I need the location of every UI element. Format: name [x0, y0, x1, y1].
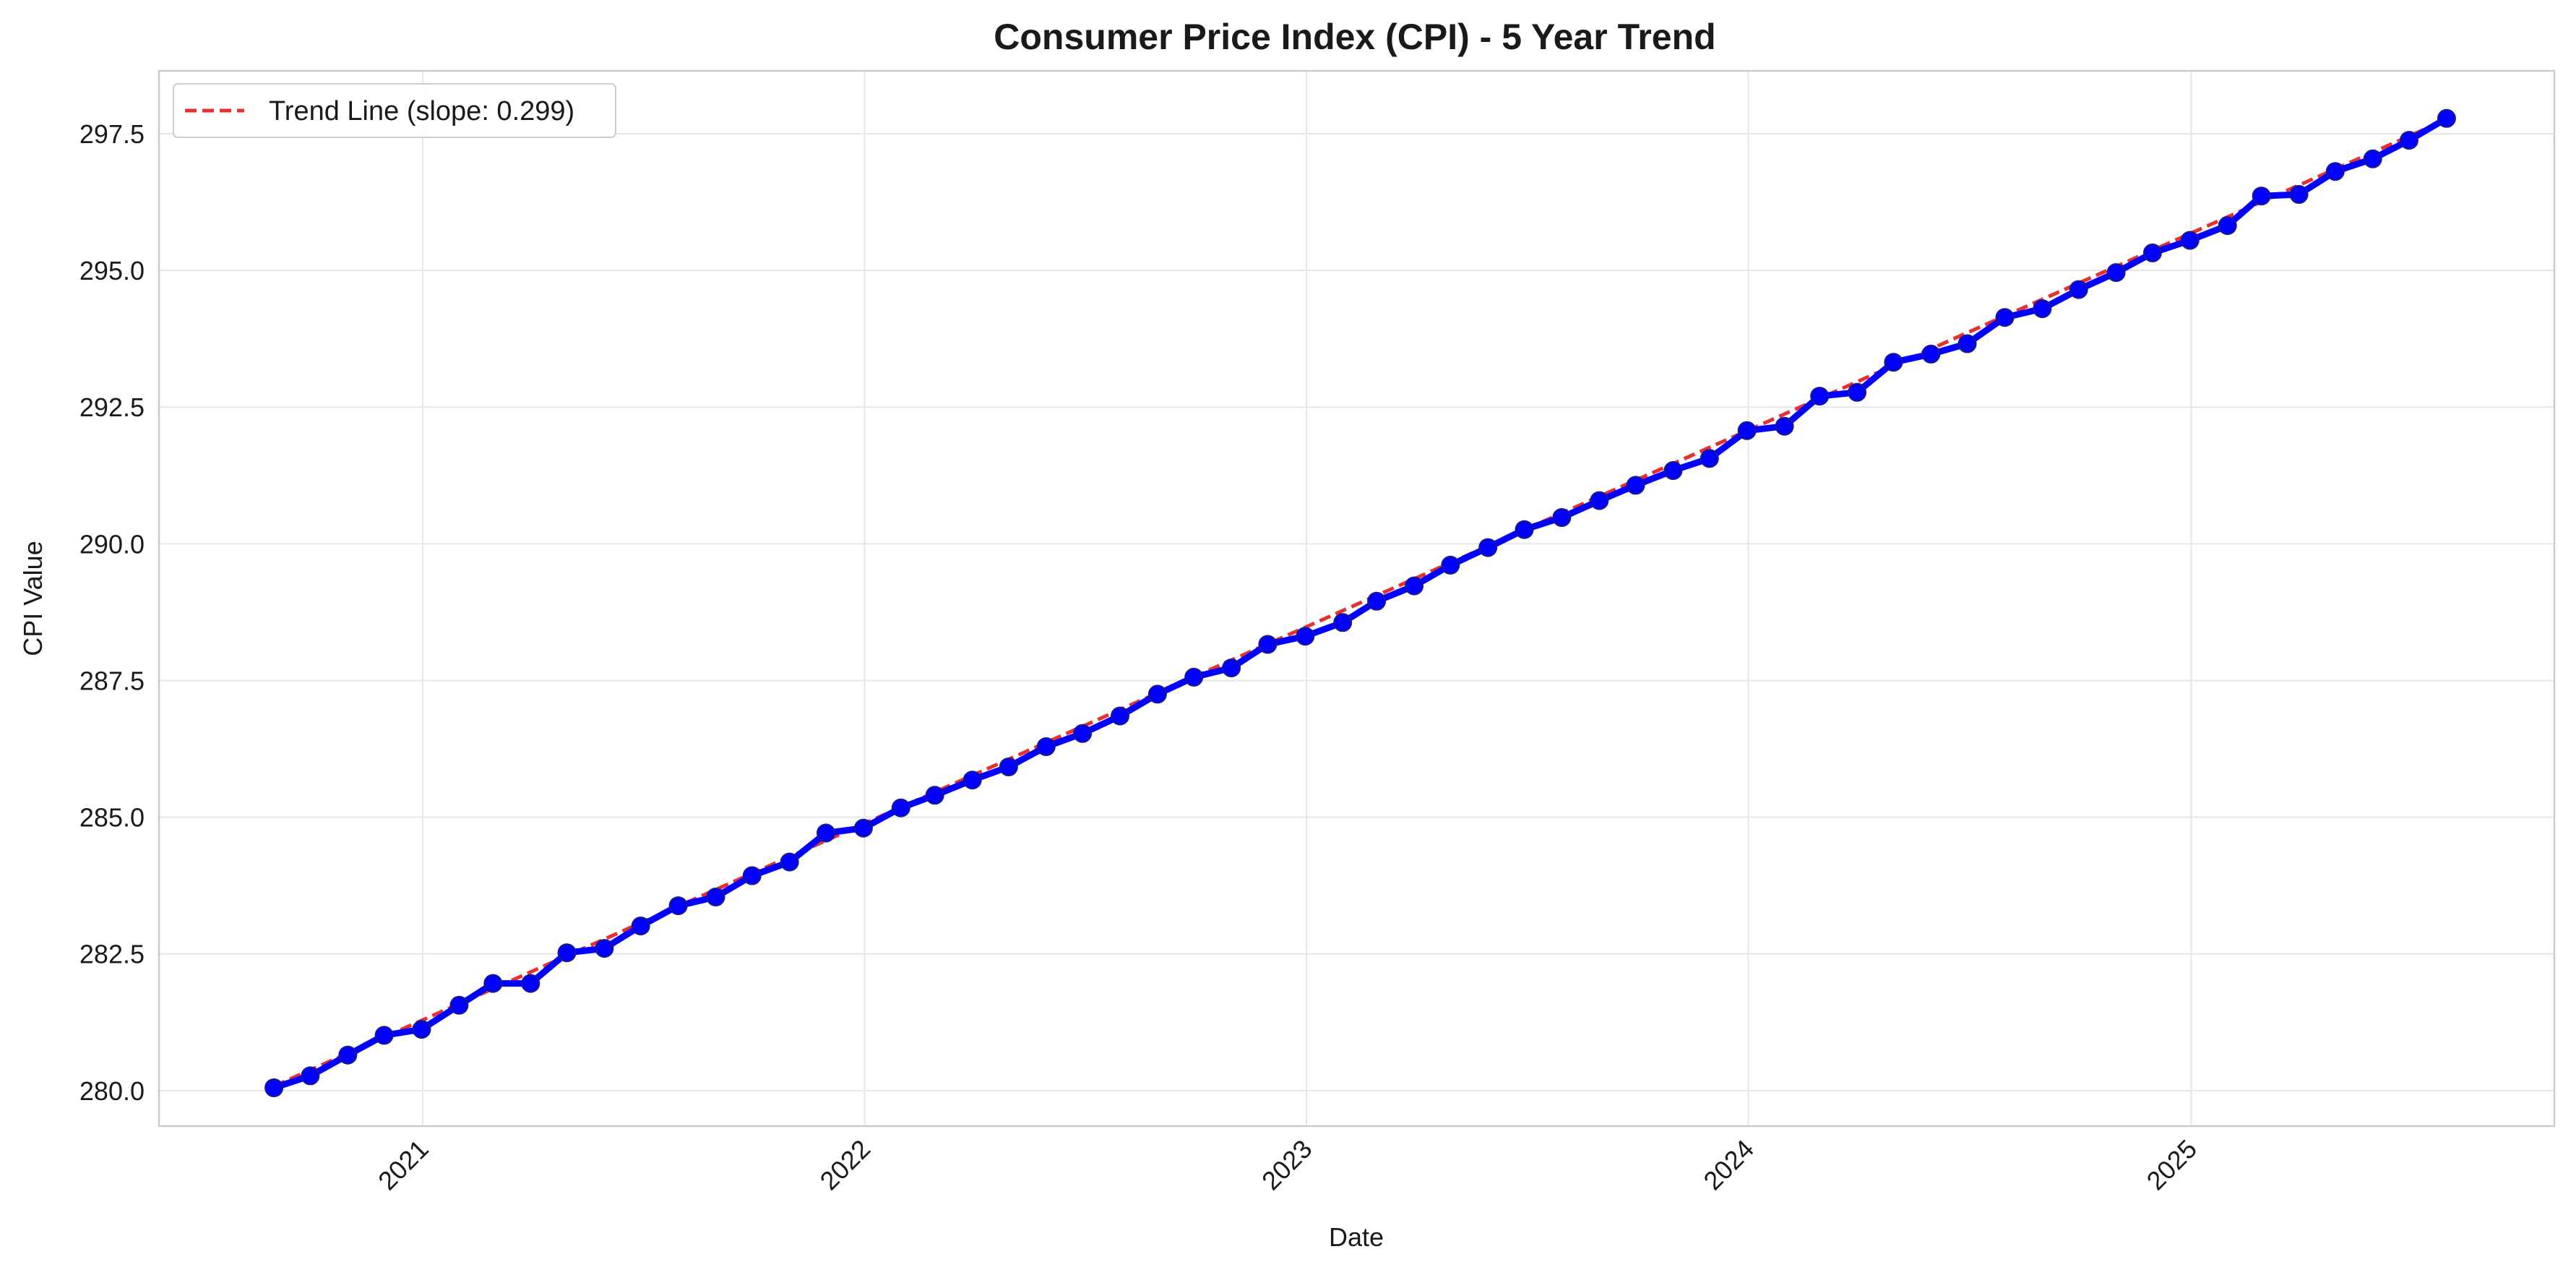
cpi-data-point	[1296, 627, 1315, 646]
x-axis-label: Date	[1329, 1222, 1384, 1252]
cpi-data-point	[2400, 131, 2418, 150]
y-tick-label: 285.0	[79, 803, 145, 833]
cpi-data-point	[595, 939, 614, 958]
cpi-data-point	[557, 943, 577, 963]
cpi-data-point	[1333, 613, 1353, 632]
cpi-data-point	[521, 974, 540, 993]
cpi-data-point	[891, 798, 910, 817]
legend-box	[173, 83, 616, 138]
cpi-data-point	[2363, 149, 2382, 168]
cpi-data-point	[2325, 162, 2345, 181]
x-tick-label: 2022	[814, 1134, 876, 1196]
cpi-data-point	[2106, 263, 2126, 283]
cpi-data-point	[2437, 108, 2456, 128]
cpi-data-point	[853, 818, 873, 838]
x-tick-label: 2024	[1697, 1134, 1759, 1196]
cpi-data-point	[412, 1020, 431, 1039]
trend-line-layer	[273, 118, 2447, 1089]
cpi-data-point	[449, 995, 469, 1015]
cpi-data-point	[925, 786, 944, 805]
cpi-data-point	[631, 916, 650, 936]
cpi-data-point	[1515, 520, 1534, 539]
y-tick-label: 295.0	[79, 256, 145, 286]
y-tick-label: 292.5	[79, 392, 145, 422]
cpi-data-point	[706, 888, 725, 906]
cpi-data-point	[1367, 591, 1387, 611]
cpi-data-point	[1441, 555, 1460, 575]
cpi-data-point	[483, 974, 503, 993]
y-tick-label: 282.5	[79, 940, 145, 969]
trend-line	[273, 118, 2447, 1089]
cpi-data-point	[1405, 576, 1424, 596]
cpi-data-point	[1957, 334, 1977, 353]
cpi-data-point	[2069, 280, 2088, 299]
cpi-data-point	[1700, 449, 1719, 468]
cpi-data-point	[1073, 724, 1093, 743]
cpi-data-point	[742, 866, 762, 885]
cpi-data-point	[1258, 635, 1278, 654]
x-axis-ticks: 2021 2022 2023 2024 2025	[372, 1134, 2202, 1196]
cpi-data-point	[1036, 737, 1056, 756]
cpi-data-point	[1775, 416, 1794, 436]
cpi-data-point	[1884, 353, 1903, 372]
legend: Trend Line (slope: 0.299)	[173, 83, 616, 138]
cpi-data-point	[2289, 185, 2309, 204]
cpi-data-point	[1810, 387, 1830, 406]
chart-title: Consumer Price Index (CPI) - 5 Year Tren…	[994, 17, 1715, 57]
x-tick-label: 2025	[2141, 1134, 2203, 1196]
cpi-data-point	[374, 1026, 394, 1045]
cpi-data-point	[1552, 508, 1572, 527]
cpi-data-point	[1626, 476, 1645, 495]
cpi-data-point	[264, 1078, 284, 1097]
cpi-data-point	[2142, 243, 2162, 262]
cpi-data-point	[301, 1066, 320, 1086]
x-tick-label: 2023	[1256, 1134, 1318, 1196]
cpi-data-point	[780, 852, 799, 872]
cpi-data-point	[338, 1045, 358, 1065]
cpi-data-point	[1921, 344, 1941, 364]
cpi-data-point	[1848, 382, 1867, 402]
y-tick-label: 287.5	[79, 666, 145, 695]
cpi-data-point	[1222, 658, 1241, 678]
cpi-data-point	[2033, 299, 2052, 319]
x-tick-label: 2021	[372, 1134, 434, 1196]
cpi-data-point	[817, 823, 835, 843]
plot-frame	[158, 69, 2556, 1128]
y-tick-label: 290.0	[79, 529, 145, 559]
y-tick-label: 297.5	[79, 119, 145, 149]
cpi-data-point	[1663, 461, 1683, 480]
y-tick-label: 280.0	[79, 1076, 145, 1106]
cpi-data-point	[2180, 231, 2200, 250]
legend-trend-label: Trend Line (slope: 0.299)	[269, 96, 574, 126]
cpi-data-point	[1111, 706, 1129, 726]
cpi-data-point	[2218, 216, 2237, 236]
cpi-data-point	[1590, 491, 1609, 510]
cpi-data-point	[1184, 667, 1204, 687]
cpi-data-point	[1737, 421, 1757, 440]
cpi-marker-layer	[264, 108, 2456, 1097]
y-axis-label: CPI Value	[18, 541, 48, 656]
cpi-data-point	[1995, 308, 2015, 327]
cpi-data-point	[1147, 684, 1167, 704]
cpi-data-point	[962, 770, 982, 790]
cpi-data-point	[2252, 186, 2271, 206]
cpi-data-point	[668, 896, 688, 916]
cpi-data-point	[1478, 538, 1498, 557]
cpi-data-point	[999, 757, 1018, 776]
y-axis-ticks: 280.0 282.5 285.0 287.5 290.0 292.5 295.0 297.5	[79, 119, 145, 1106]
grid-lines	[159, 71, 2554, 1126]
